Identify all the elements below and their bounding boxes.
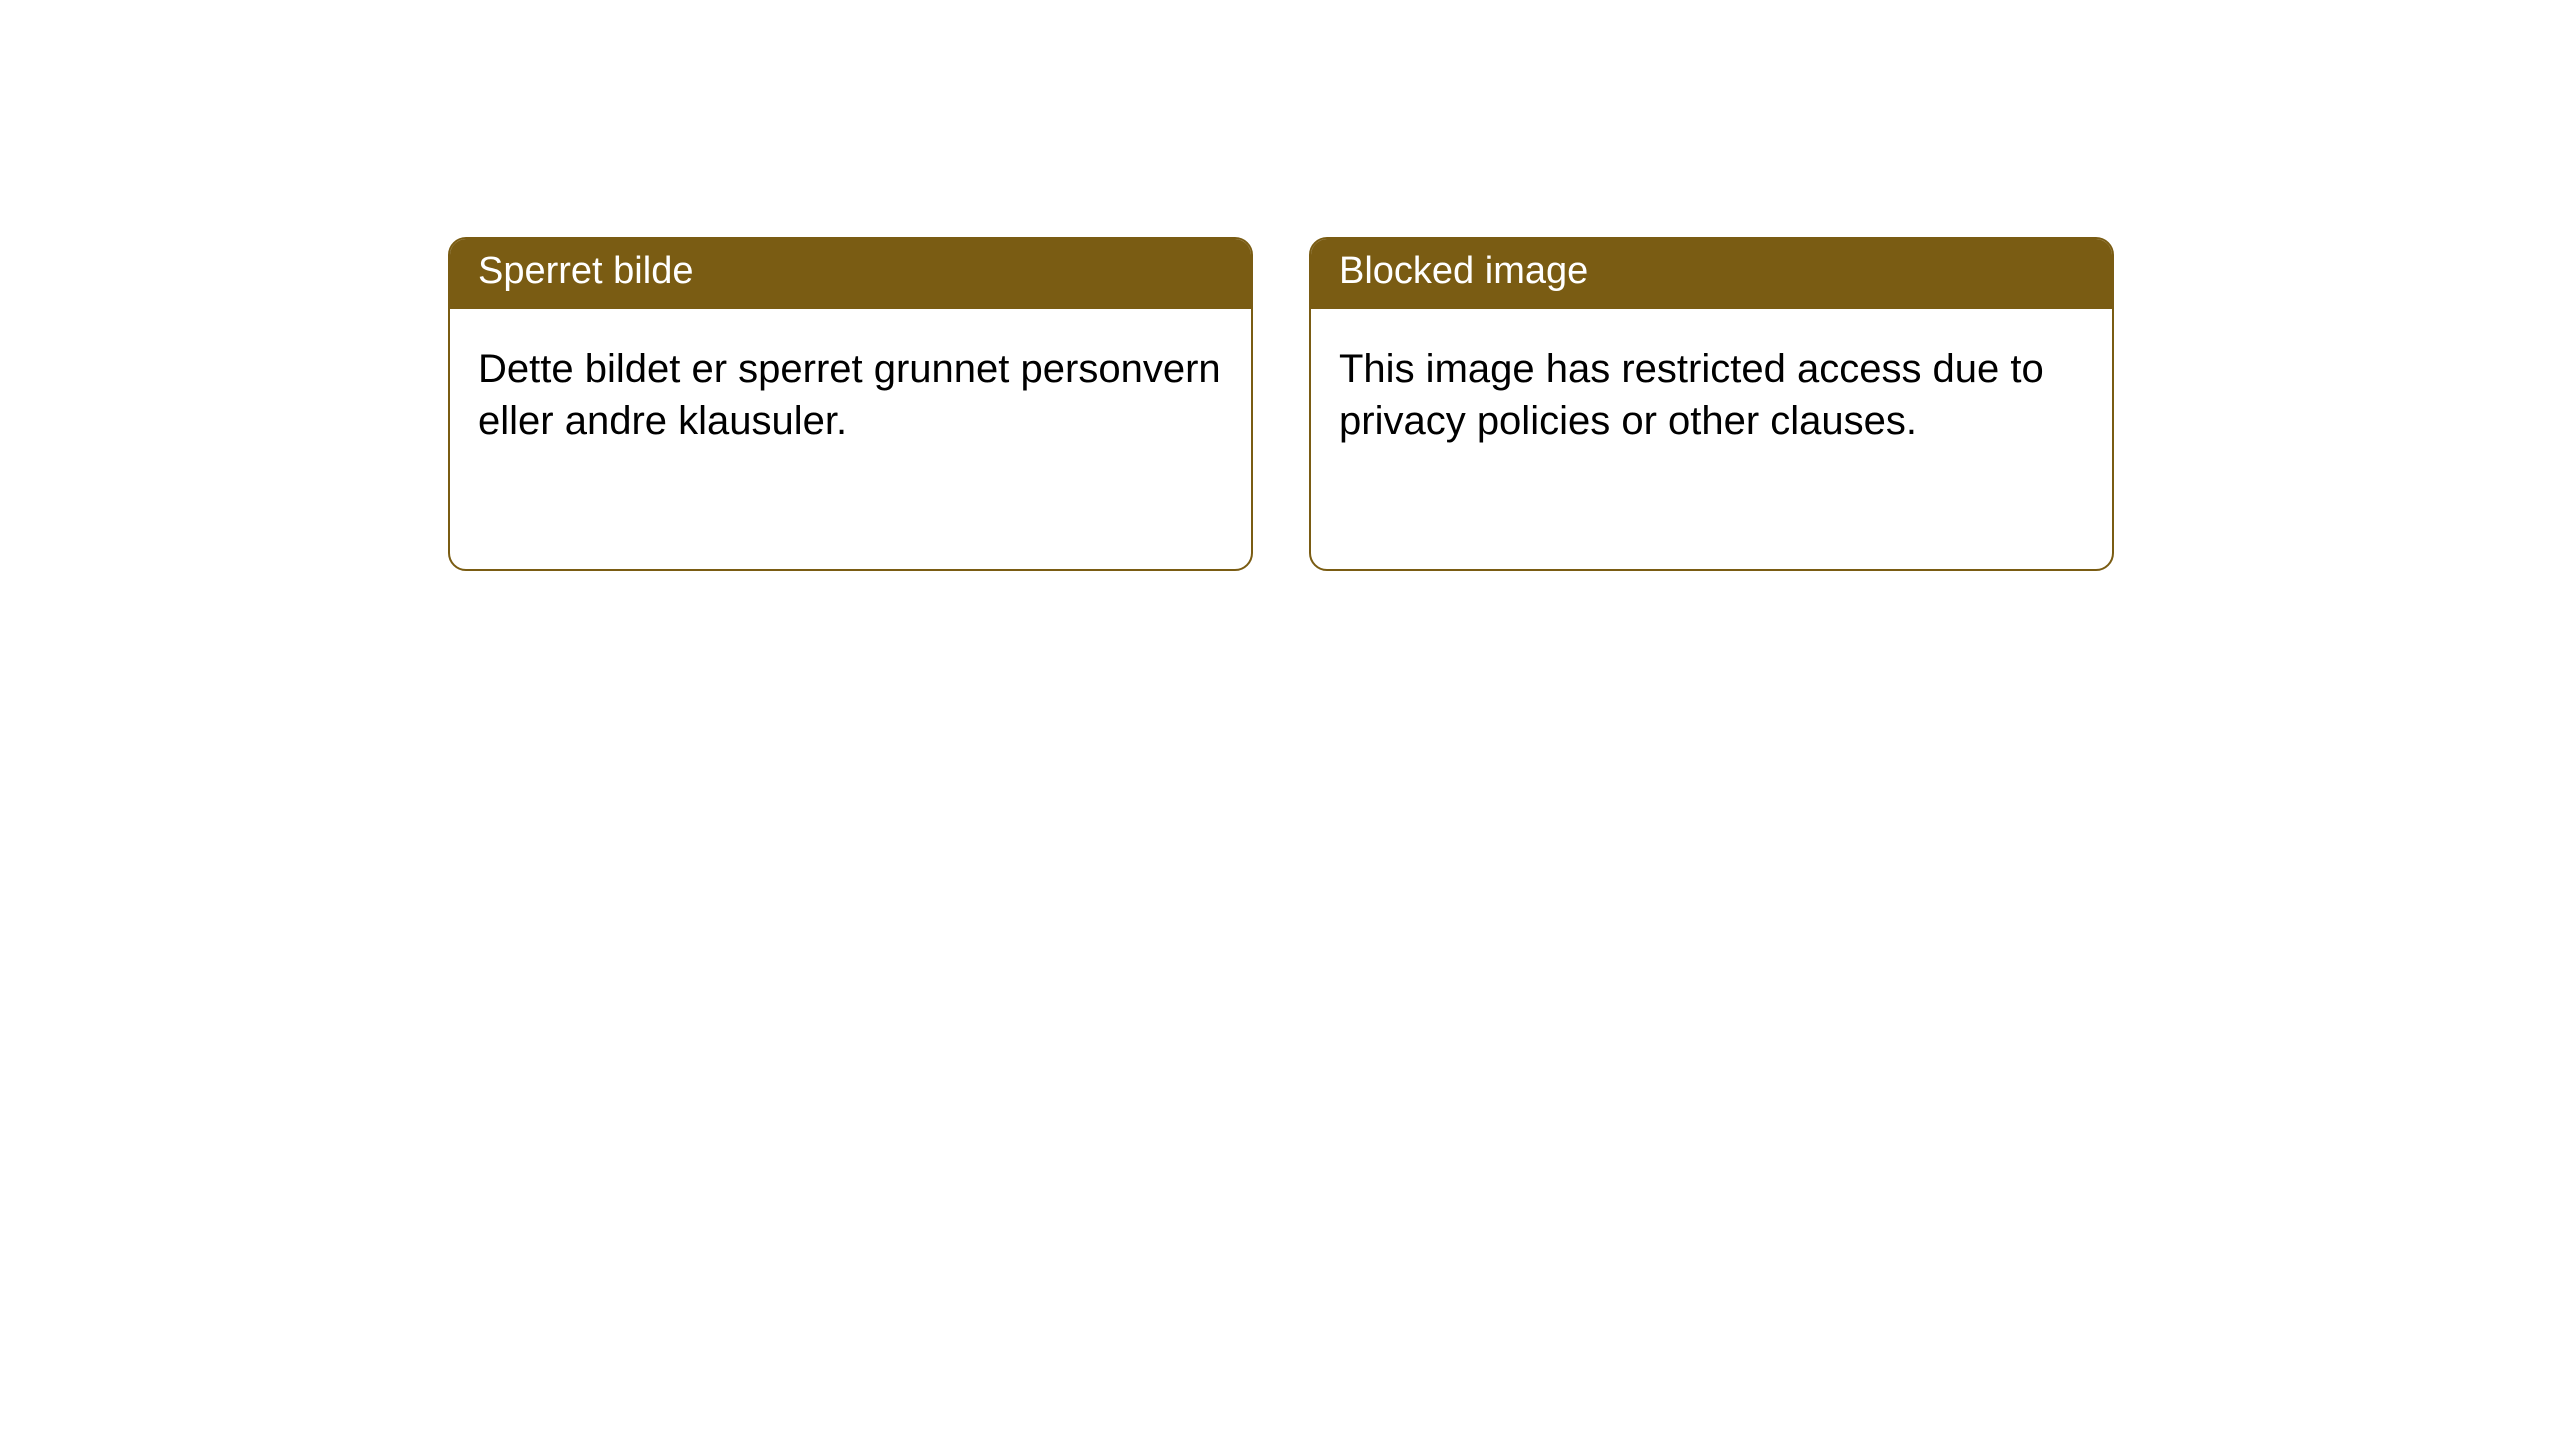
card-body-english: This image has restricted access due to … [1311,309,2112,475]
cards-container: Sperret bilde Dette bildet er sperret gr… [0,0,2560,571]
card-header-english: Blocked image [1311,239,2112,309]
card-header-norwegian: Sperret bilde [450,239,1251,309]
card-norwegian: Sperret bilde Dette bildet er sperret gr… [448,237,1253,571]
card-body-norwegian: Dette bildet er sperret grunnet personve… [450,309,1251,475]
card-english: Blocked image This image has restricted … [1309,237,2114,571]
